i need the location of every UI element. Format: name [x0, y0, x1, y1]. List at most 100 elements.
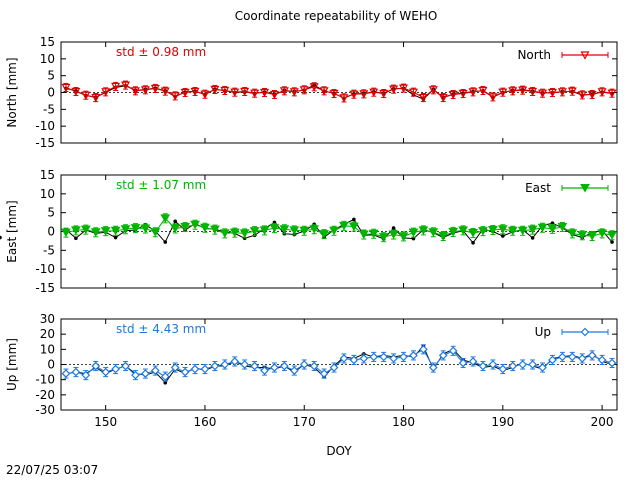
data-point-up — [567, 352, 577, 362]
data-point-north — [150, 84, 160, 94]
data-point-east — [339, 221, 349, 231]
data-point-east — [358, 230, 369, 240]
y-axis-label-north: North [mm] — [5, 57, 19, 127]
data-point-up — [91, 361, 101, 371]
x-tick-label: 170 — [293, 415, 316, 429]
data-point-up — [548, 355, 557, 365]
data-point-up — [538, 363, 547, 372]
data-point-north — [498, 88, 508, 97]
legend-label-north: North — [517, 48, 551, 62]
data-point-north — [61, 83, 71, 93]
data-point-east — [219, 229, 230, 238]
data-point-north — [408, 88, 418, 97]
data-point-north — [557, 88, 567, 97]
data-point-north — [140, 86, 150, 95]
y-tick-label-north: 10 — [40, 52, 55, 66]
legend-north: North — [517, 48, 609, 62]
data-point-east — [517, 226, 528, 236]
data-point-east — [239, 229, 250, 238]
data-point-east — [408, 228, 419, 238]
panel-east: 15 10 5 0 -5 -10 -15 East [mm] std ± 1.07 mm East — [0, 168, 618, 295]
data-point-up — [478, 361, 488, 371]
data-point-north — [339, 94, 349, 103]
data-point-up — [369, 352, 379, 362]
data-point-east — [368, 229, 379, 239]
data-point-north — [567, 87, 577, 96]
legend-label-up: Up — [535, 325, 551, 339]
data-point-up — [468, 357, 478, 366]
data-point-east — [319, 230, 329, 239]
data-point-up — [289, 366, 299, 375]
data-point-up — [260, 366, 269, 375]
data-point-up — [170, 363, 180, 372]
y-tick-label-north: -10 — [35, 119, 55, 133]
y-tick-label-east: 0 — [47, 225, 55, 239]
raw-point-east — [74, 236, 78, 241]
data-point-up — [101, 367, 111, 377]
data-point-up — [319, 369, 329, 378]
data-point-north — [170, 92, 180, 101]
data-point-east — [160, 214, 171, 223]
data-point-up — [607, 358, 617, 368]
data-point-north — [260, 88, 270, 98]
data-point-east — [497, 225, 508, 234]
data-point-up — [111, 364, 120, 374]
data-point-east — [448, 227, 459, 237]
y-tick-label-east: -10 — [35, 262, 55, 276]
data-point-up — [190, 364, 200, 374]
data-point-north — [309, 83, 319, 92]
data-point-up — [200, 364, 210, 374]
data-point-up — [558, 352, 567, 362]
x-tick-label: 160 — [194, 415, 217, 429]
data-point-east — [537, 223, 548, 233]
data-point-east — [61, 228, 71, 238]
data-point-up — [150, 366, 160, 375]
data-point-up — [270, 363, 279, 372]
y-tick-label-east: 10 — [40, 187, 55, 201]
data-point-east — [249, 227, 260, 236]
data-point-east — [130, 224, 141, 233]
data-point-east — [110, 226, 121, 236]
data-point-up — [180, 367, 190, 377]
x-tick-label: 200 — [591, 415, 614, 429]
data-point-east — [378, 233, 389, 242]
data-point-north — [130, 87, 140, 96]
data-point-north — [111, 82, 121, 92]
data-point-up — [428, 363, 438, 372]
data-point-up — [299, 360, 309, 369]
timestamp: 22/07/25 03:07 — [6, 463, 98, 477]
raw-point-east — [163, 240, 168, 244]
raw-point-east — [0, 235, 2, 240]
data-point-north — [81, 91, 91, 100]
y-tick-label-up: 20 — [40, 327, 55, 341]
x-tick-label: 190 — [491, 415, 514, 429]
data-point-north — [279, 87, 289, 96]
std-label-north: std ± 0.98 mm — [116, 45, 206, 59]
data-point-east — [289, 226, 300, 235]
data-point-north — [71, 87, 81, 97]
y-tick-label-east: 5 — [47, 206, 55, 220]
data-point-east — [607, 231, 617, 240]
data-point-east — [507, 226, 518, 236]
raw-point-east — [530, 236, 535, 240]
raw-point-east — [471, 241, 475, 245]
data-point-north — [121, 81, 131, 90]
data-point-up — [498, 364, 508, 374]
data-point-east — [428, 228, 439, 237]
data-point-east — [527, 225, 538, 235]
data-point-up — [240, 360, 250, 369]
data-point-up — [121, 361, 130, 371]
y-tick-label-up: -30 — [35, 403, 55, 417]
data-point-up — [359, 354, 369, 363]
data-point-north — [250, 89, 260, 98]
data-point-north — [200, 90, 210, 99]
data-point-east — [71, 226, 81, 235]
y-tick-label-north: 5 — [47, 69, 55, 83]
y-tick-label-up: 10 — [40, 342, 55, 356]
data-point-north — [458, 89, 468, 99]
y-tick-label-up: -20 — [35, 388, 55, 402]
data-point-north — [448, 90, 458, 100]
legend-marker-up — [580, 327, 590, 337]
data-point-up — [250, 361, 259, 371]
y-tick-label-east: -15 — [35, 281, 55, 295]
